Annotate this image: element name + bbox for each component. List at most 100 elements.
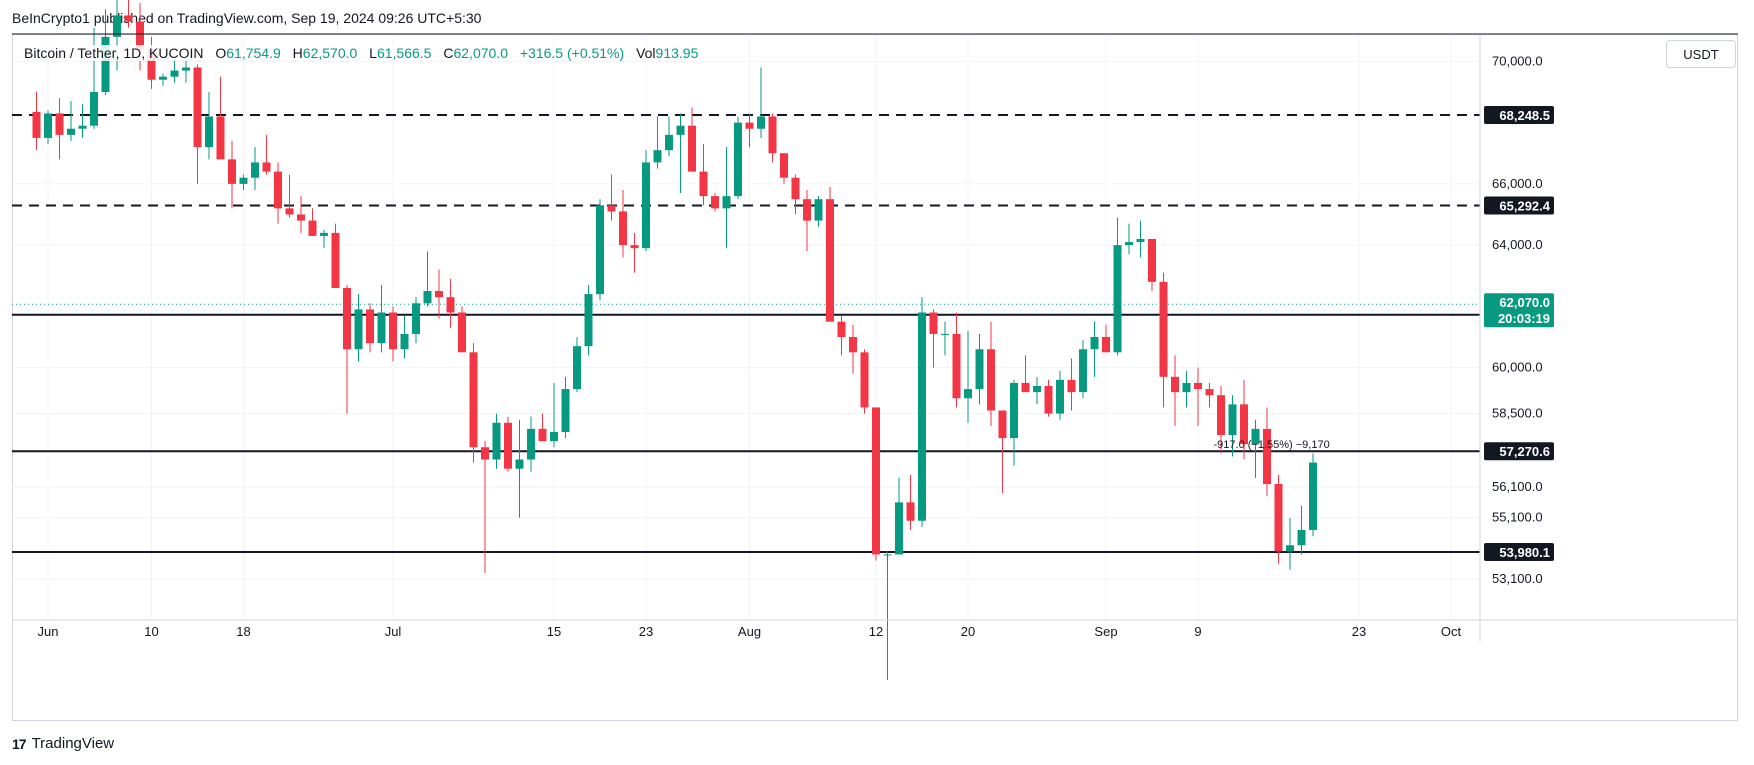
candle-body — [1194, 382, 1202, 390]
candle-2024-08-15 — [906, 474, 915, 530]
candle-body — [550, 431, 558, 442]
candle-2024-09-17 — [1286, 517, 1294, 570]
candle-2024-08-07 — [814, 196, 823, 227]
candle-body — [251, 162, 259, 178]
svg-text:57,270.6: 57,270.6 — [1499, 444, 1550, 459]
candle-2024-06-22 — [285, 174, 294, 218]
candle-body — [412, 303, 420, 334]
candle-2024-08-17 — [929, 309, 938, 368]
candle-2024-06-16 — [216, 76, 225, 160]
candle-body — [653, 150, 662, 163]
candle-2024-07-23 — [642, 150, 650, 252]
candle-body — [446, 297, 455, 313]
svg-text:53,980.1: 53,980.1 — [1499, 545, 1550, 560]
candle-2024-05-31 — [32, 91, 41, 151]
candle-body — [469, 352, 478, 448]
candle-2024-08-03 — [768, 113, 777, 163]
candle-2024-09-02 — [1113, 217, 1122, 356]
candle-2024-09-12 — [1228, 395, 1237, 457]
candle-2024-08-11 — [860, 349, 869, 414]
grid-lines — [12, 34, 1480, 620]
candle-body — [377, 312, 386, 344]
candle-body — [630, 245, 639, 249]
candle-2024-08-14 — [895, 477, 903, 555]
candle-2024-08-18 — [941, 321, 949, 356]
candle-body — [998, 410, 1007, 439]
candle-2024-06-23 — [297, 196, 305, 233]
candle-body — [55, 113, 64, 135]
level-price-label-3: 57,270.6 — [1484, 442, 1554, 461]
tradingview-wordmark: TradingView — [31, 735, 115, 752]
candle-body — [1021, 382, 1030, 393]
candle-2024-08-22 — [987, 321, 995, 426]
legend-close-label: C — [443, 45, 454, 61]
candle-2024-06-17 — [228, 140, 236, 209]
candle-body — [642, 162, 650, 249]
candle-2024-07-12 — [515, 419, 524, 518]
candle-2024-06-26 — [331, 223, 340, 288]
candle-body — [113, 15, 121, 37]
candle-2024-06-15 — [205, 91, 213, 160]
y-tick-label-6: 55,100.0 — [1492, 510, 1543, 525]
candle-body — [1274, 484, 1283, 552]
candle-2024-08-30 — [1079, 340, 1087, 399]
publication-caption: BeInCrypto1 published on TradingView.com… — [12, 10, 482, 26]
candle-body — [366, 309, 374, 344]
candle-2024-08-09 — [837, 315, 846, 356]
candle-2024-08-26 — [1033, 376, 1041, 405]
candle-2024-06-29 — [366, 303, 374, 353]
candle-2024-08-04 — [780, 153, 788, 184]
candle-2024-08-23 — [998, 410, 1007, 494]
x-tick-label-12: Oct — [1441, 624, 1462, 639]
candle-body — [1090, 337, 1099, 350]
legend-low-label: L — [369, 45, 377, 61]
candle-2024-07-01 — [389, 306, 397, 362]
candle-body — [1171, 376, 1179, 393]
candle-2024-07-10 — [492, 413, 501, 469]
candle-2024-09-01 — [1102, 324, 1110, 353]
currency-button[interactable]: USDT — [1666, 40, 1736, 68]
candle-body — [1205, 389, 1214, 396]
candle-body — [1217, 395, 1225, 436]
candle-body — [975, 349, 984, 390]
price-labels: 68,248.565,292.461,725.857,270.653,980.1… — [1484, 106, 1554, 561]
candle-2024-09-16 — [1274, 474, 1283, 564]
candle-body — [205, 116, 213, 148]
candle-2024-08-06 — [803, 189, 811, 252]
candle-body — [274, 171, 282, 209]
candle-body — [389, 312, 397, 350]
candle-body — [676, 125, 685, 135]
x-tick-label-2: 18 — [236, 624, 250, 639]
candle-2024-07-16 — [561, 376, 570, 439]
x-tick-label-6: Aug — [738, 624, 761, 639]
candle-2024-08-31 — [1090, 321, 1099, 377]
legend-low-value: 61,566.5 — [376, 45, 432, 61]
candle-body — [780, 153, 788, 178]
candle-body — [239, 177, 248, 184]
candle-2024-07-26 — [676, 113, 685, 194]
candle-2024-06-12 — [170, 58, 179, 83]
candle-body — [1159, 281, 1168, 377]
y-tick-label-5: 56,100.0 — [1492, 479, 1543, 494]
tradingview-brand[interactable]: 17 TradingView — [12, 735, 114, 752]
candle-body — [918, 312, 926, 521]
candle-body — [1044, 386, 1053, 414]
x-tick-label-5: 23 — [639, 624, 653, 639]
candle-body — [699, 171, 708, 197]
candle-2024-06-02 — [55, 98, 64, 160]
candle-body — [929, 312, 938, 334]
candle-2024-07-18 — [584, 284, 593, 356]
candle-2024-07-05 — [435, 269, 443, 319]
candle-body — [1067, 379, 1076, 393]
candle-2024-07-17 — [573, 337, 581, 393]
candle-body — [147, 49, 156, 80]
legend-high-value: 62,570.0 — [302, 45, 358, 61]
candle-2024-09-19 — [1309, 453, 1317, 537]
horizontal-levels — [12, 114, 1480, 553]
legend-volume-value: 913.95 — [655, 45, 699, 61]
candle-body — [1286, 545, 1294, 552]
bar-countdown-label: 20:03:19 — [1484, 309, 1554, 328]
candle-2024-07-14 — [538, 413, 547, 442]
candle-body — [722, 196, 731, 209]
